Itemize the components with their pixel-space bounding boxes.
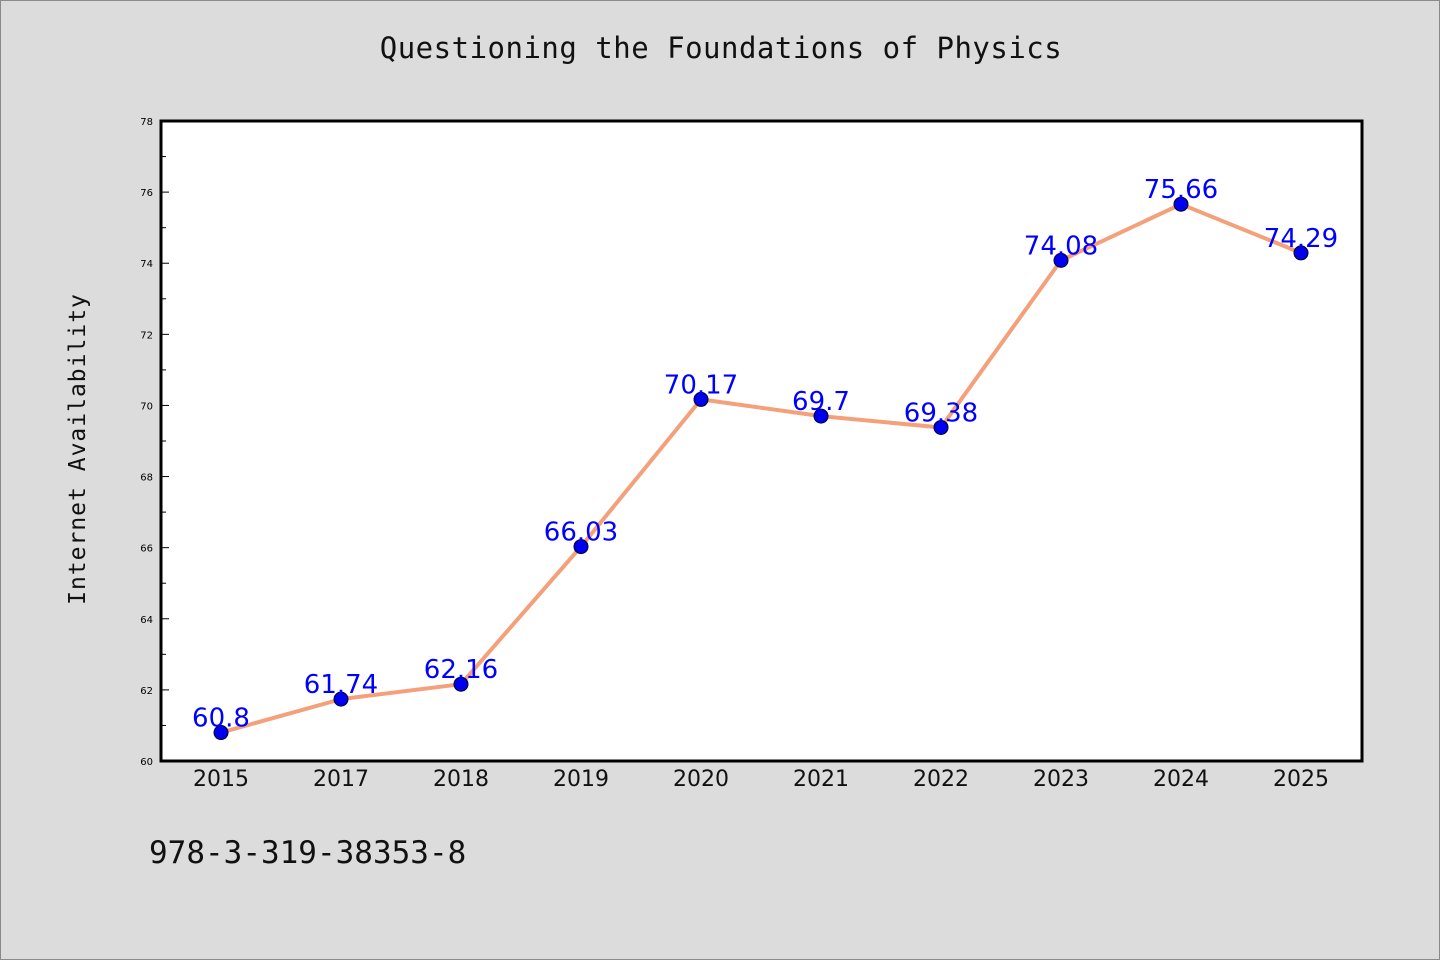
x-tick-label: 2017 [313, 767, 369, 792]
x-tick-label: 2015 [193, 767, 249, 792]
y-tick-label: 70 [140, 401, 153, 412]
data-label: 70.17 [664, 370, 738, 400]
data-point [453, 676, 469, 692]
plot-frame [159, 119, 1364, 763]
data-point [933, 419, 949, 435]
data-label: 69.7 [792, 387, 850, 417]
data-point [573, 539, 589, 555]
plot-area [161, 121, 1362, 761]
data-point [1293, 245, 1309, 261]
data-label: 69.38 [904, 398, 978, 428]
y-tick-label: 60 [140, 757, 153, 768]
y-tick-label: 74 [140, 259, 153, 270]
data-label: 66.03 [544, 518, 618, 548]
y-tick-label: 76 [140, 188, 153, 199]
x-tick-label: 2020 [673, 767, 729, 792]
x-tick-label: 2018 [433, 767, 489, 792]
data-point [333, 691, 349, 707]
y-tick-label: 66 [140, 544, 153, 555]
x-tick-label: 2019 [553, 767, 609, 792]
data-label: 62.16 [424, 655, 498, 685]
x-tick-label: 2023 [1033, 767, 1089, 792]
x-tick-label: 2024 [1153, 767, 1209, 792]
x-tick-label: 2021 [793, 767, 849, 792]
data-point [813, 408, 829, 424]
series-line [219, 202, 1303, 735]
data-label: 61.74 [304, 670, 378, 700]
y-tick-label: 64 [140, 615, 153, 626]
data-label: 75.66 [1144, 175, 1218, 205]
data-point [213, 725, 229, 741]
data-point [693, 391, 709, 407]
data-label: 74.08 [1024, 231, 1098, 261]
x-tick-label: 2022 [913, 767, 969, 792]
y-tick-label: 62 [140, 686, 153, 697]
data-label: 74.29 [1264, 224, 1338, 254]
x-tick-label: 2025 [1273, 767, 1329, 792]
chart-title: Questioning the Foundations of Physics [379, 31, 1063, 65]
data-label: 60.8 [192, 704, 250, 734]
data-point [1173, 196, 1189, 212]
y-tick-label: 78 [140, 117, 153, 128]
footer-isbn: 978-3-319-38353-8 [149, 835, 467, 871]
y-tick-label: 72 [140, 330, 153, 341]
y-tick-label: 68 [140, 473, 153, 484]
data-point [1053, 252, 1069, 268]
